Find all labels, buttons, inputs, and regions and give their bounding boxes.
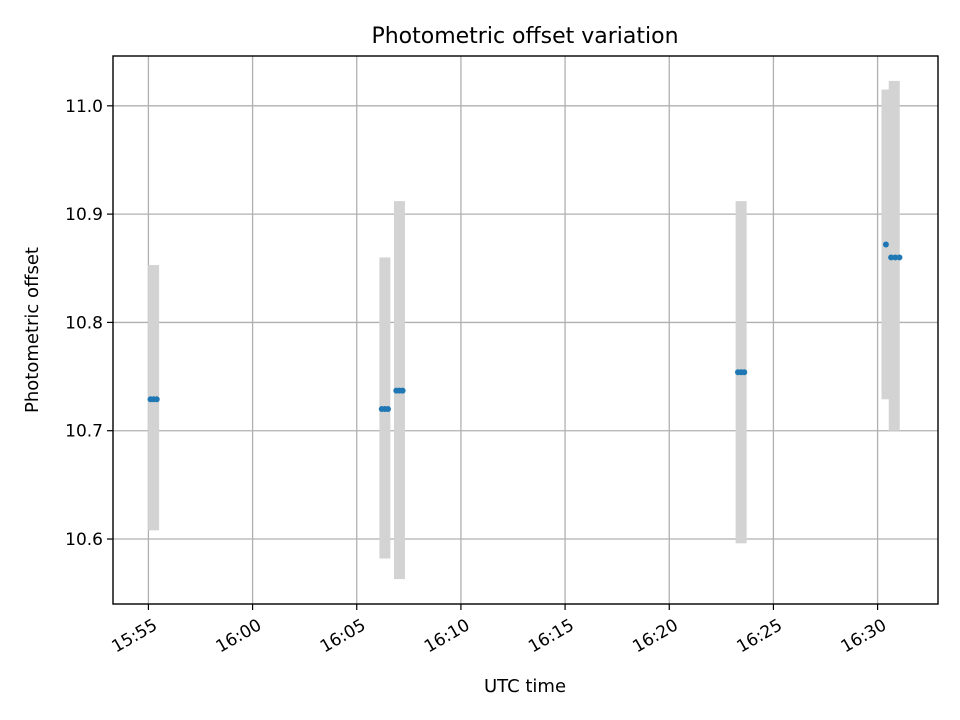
data-point — [888, 254, 895, 261]
data-point — [385, 406, 391, 413]
grid-lines — [113, 56, 938, 604]
data-point — [882, 241, 889, 248]
data-point — [741, 369, 748, 376]
data-point — [153, 396, 160, 403]
data-point — [896, 254, 903, 261]
data-points — [147, 241, 903, 413]
y-tick-label: 11.0 — [65, 97, 103, 117]
y-tick-label: 10.6 — [65, 530, 103, 550]
chart-title: Photometric offset variation — [371, 24, 678, 49]
y-tick-label: 10.7 — [65, 422, 103, 442]
y-axis-ticks: 10.6 10.7 10.8 10.9 11.0 — [65, 97, 113, 550]
data-point — [399, 387, 406, 394]
data-point — [892, 254, 899, 261]
y-tick-label: 10.9 — [65, 205, 103, 225]
y-axis-label: Photometric offset — [22, 247, 43, 413]
y-tick-label: 10.8 — [65, 313, 103, 333]
x-axis-label: UTC time — [484, 676, 566, 697]
plot-frame — [112, 55, 939, 605]
